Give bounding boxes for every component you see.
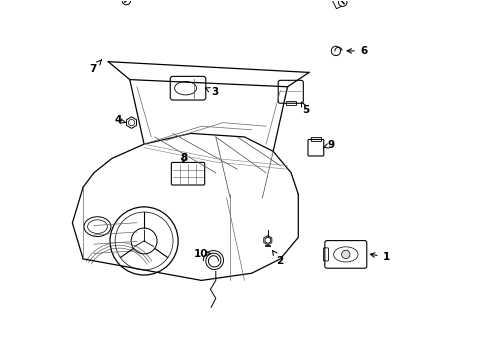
Circle shape [122, 0, 130, 5]
Text: 4: 4 [114, 116, 125, 126]
Text: 6: 6 [346, 46, 366, 56]
Text: 5: 5 [301, 102, 308, 116]
Text: 2: 2 [272, 251, 283, 266]
Circle shape [341, 250, 349, 258]
Text: 1: 1 [369, 252, 389, 262]
Bar [332, 0, 342, 9]
Text: 10: 10 [194, 248, 211, 258]
Circle shape [338, 0, 346, 6]
Text: 9: 9 [323, 140, 334, 150]
Bar [285, 101, 295, 105]
Text: 8: 8 [180, 153, 187, 163]
Bar [310, 137, 320, 140]
Text: 7: 7 [89, 60, 102, 74]
Text: 3: 3 [205, 87, 218, 97]
